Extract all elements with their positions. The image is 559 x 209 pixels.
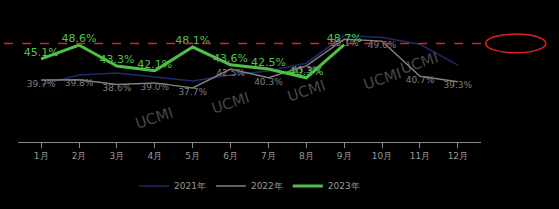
- svg-text:3月: 3月: [110, 151, 125, 161]
- svg-text:37.7%: 37.7%: [178, 87, 207, 97]
- svg-text:UCMI: UCMI: [398, 49, 440, 78]
- svg-text:43.3%: 43.3%: [99, 53, 134, 66]
- svg-text:6月: 6月: [223, 151, 238, 161]
- svg-text:UCMI: UCMI: [361, 64, 403, 93]
- svg-text:50.1%: 50.1%: [330, 38, 359, 48]
- svg-text:40.3%: 40.3%: [254, 77, 283, 87]
- svg-text:UCMI: UCMI: [209, 88, 251, 117]
- svg-text:43.3%: 43.3%: [292, 65, 321, 75]
- svg-text:42.1%: 42.1%: [137, 58, 172, 71]
- svg-text:40.7%: 40.7%: [406, 75, 435, 85]
- svg-text:42.5%: 42.5%: [251, 56, 286, 69]
- svg-text:39.3%: 39.3%: [444, 80, 473, 90]
- svg-text:12月: 12月: [448, 151, 468, 161]
- svg-text:7月: 7月: [261, 151, 276, 161]
- svg-text:39.0%: 39.0%: [141, 82, 170, 92]
- svg-text:39.8%: 39.8%: [65, 78, 94, 88]
- svg-text:40.3%: 40.3%: [289, 65, 324, 78]
- svg-text:2023年: 2023年: [328, 181, 360, 191]
- svg-text:2022年: 2022年: [251, 181, 283, 191]
- svg-text:1月: 1月: [34, 151, 49, 161]
- svg-text:48.7%: 48.7%: [327, 32, 362, 45]
- svg-text:11月: 11月: [410, 151, 430, 161]
- svg-text:43.6%: 43.6%: [213, 52, 248, 65]
- svg-text:UCMI: UCMI: [285, 76, 327, 105]
- svg-text:9月: 9月: [337, 151, 352, 161]
- svg-text:39.7%: 39.7%: [27, 79, 56, 89]
- svg-text:49.6%: 49.6%: [368, 40, 397, 50]
- svg-text:48.6%: 48.6%: [62, 32, 97, 45]
- svg-text:2月: 2月: [72, 151, 87, 161]
- svg-text:42.5%: 42.5%: [216, 68, 245, 78]
- svg-text:8月: 8月: [299, 151, 314, 161]
- svg-text:45.1%: 45.1%: [24, 46, 59, 59]
- svg-text:2021年: 2021年: [174, 181, 206, 191]
- svg-text:48.1%: 48.1%: [175, 34, 210, 47]
- svg-text:4月: 4月: [147, 151, 162, 161]
- svg-text:UCMI: UCMI: [133, 104, 175, 133]
- svg-text:10月: 10月: [372, 151, 392, 161]
- svg-text:5月: 5月: [185, 151, 200, 161]
- svg-text:38.6%: 38.6%: [103, 83, 132, 93]
